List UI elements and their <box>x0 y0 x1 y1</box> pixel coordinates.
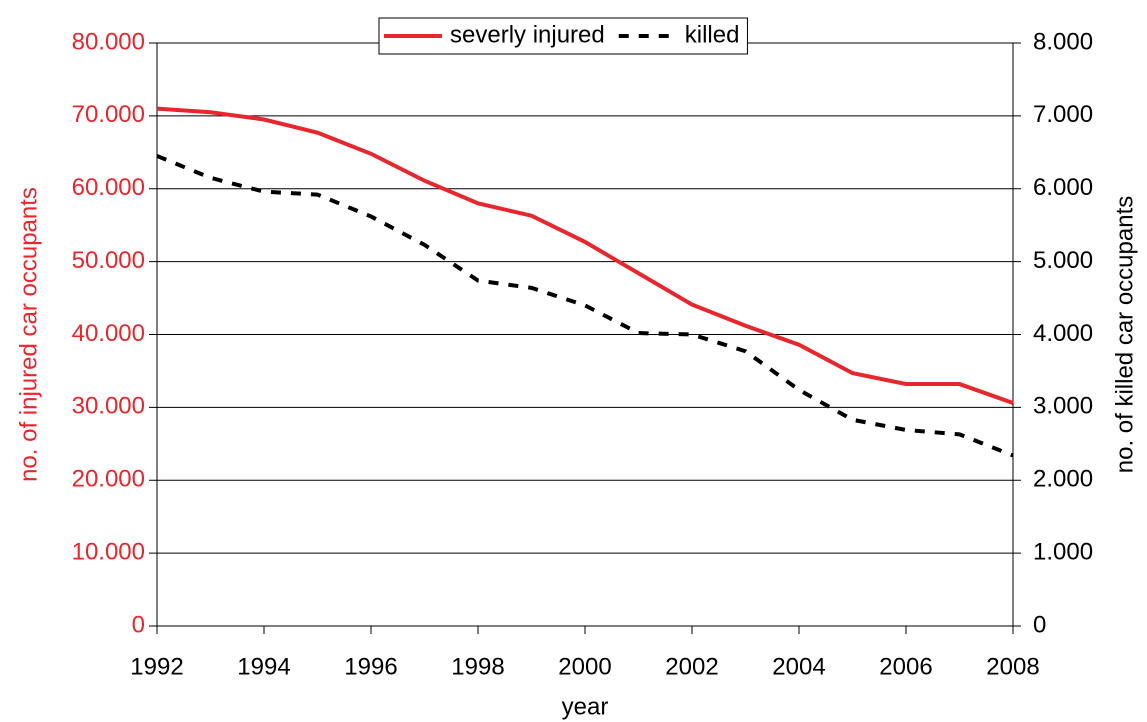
x-tick-label: 1994 <box>237 653 290 680</box>
y-tick-label: 50.000 <box>72 247 145 274</box>
y-axis-label: no. of injured car occupants <box>15 187 42 482</box>
y-tick-label: 10.000 <box>72 538 145 565</box>
y2-tick-label: 2.000 <box>1033 466 1093 493</box>
y-tick-label: 0 <box>132 611 145 638</box>
y2-tick-label: 5.000 <box>1033 247 1093 274</box>
x-tick-label: 1992 <box>130 653 183 680</box>
series-line <box>156 106 1014 405</box>
y-tick-label: 20.000 <box>72 466 145 493</box>
legend-label: killed <box>685 21 740 48</box>
x-tick-label: 1996 <box>344 653 397 680</box>
legend-label: severly injured <box>450 21 605 48</box>
y2-tick-label: 8.000 <box>1033 28 1093 55</box>
y2-tick-label: 1.000 <box>1033 538 1093 565</box>
y-tick-label: 60.000 <box>72 174 145 201</box>
y2-tick-label: 0 <box>1033 611 1046 638</box>
y2-axis-label: no. of killed car occupants <box>1111 196 1138 474</box>
x-tick-label: 2004 <box>772 653 825 680</box>
y-tick-label: 70.000 <box>72 101 145 128</box>
x-tick-label: 2006 <box>879 653 932 680</box>
y-tick-label: 80.000 <box>72 28 145 55</box>
y2-tick-label: 7.000 <box>1033 101 1093 128</box>
y-tick-label: 30.000 <box>72 393 145 420</box>
y-tick-label: 40.000 <box>72 320 145 347</box>
x-tick-label: 2000 <box>558 653 611 680</box>
series-line <box>156 154 1014 458</box>
x-tick-label: 1998 <box>451 653 504 680</box>
x-tick-label: 2002 <box>665 653 718 680</box>
x-tick-label: 2008 <box>986 653 1039 680</box>
y2-tick-label: 3.000 <box>1033 393 1093 420</box>
y2-tick-label: 6.000 <box>1033 174 1093 201</box>
x-axis-label: year <box>562 693 609 720</box>
y2-tick-label: 4.000 <box>1033 320 1093 347</box>
